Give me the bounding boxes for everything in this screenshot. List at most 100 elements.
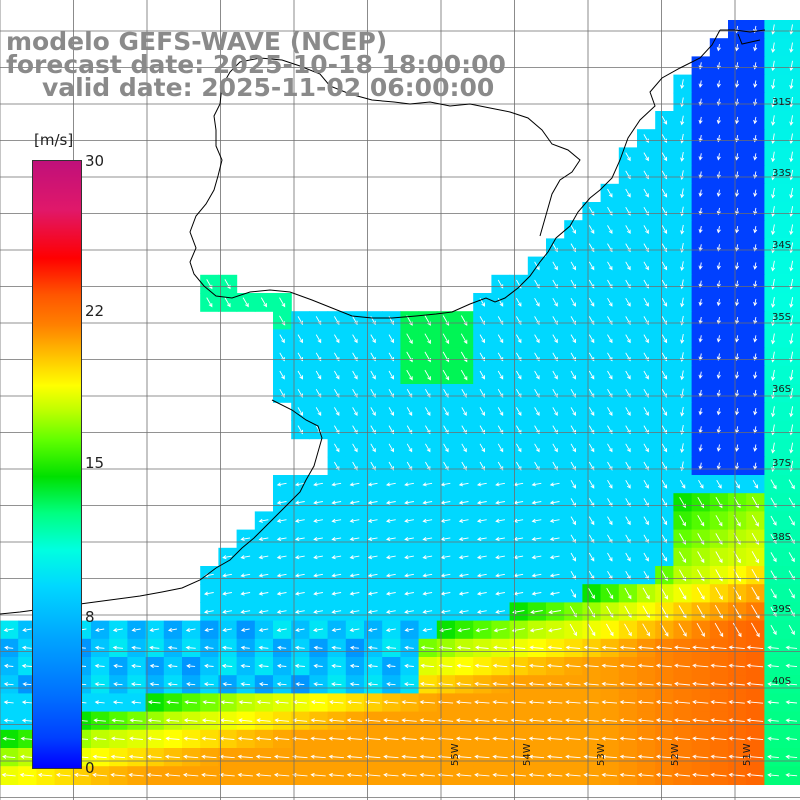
wind-arrow: [570, 479, 576, 489]
wind-arrow: [401, 736, 417, 741]
wind-arrow: [404, 555, 414, 560]
wind-arrow: [456, 645, 471, 650]
wind-arrow: [753, 280, 758, 289]
wind-arrow: [601, 681, 618, 686]
wind-arrow: [295, 627, 305, 633]
wind-speed-cell: [782, 493, 800, 512]
wind-arrow: [637, 699, 654, 705]
wind-arrow: [552, 261, 558, 271]
wind-arrow: [789, 115, 794, 126]
wind-arrow: [771, 60, 776, 72]
wind-arrow: [110, 754, 126, 759]
wind-arrow: [370, 370, 376, 380]
wind-arrow: [422, 536, 433, 542]
wind-arrow: [643, 152, 649, 162]
wind-arrow: [680, 188, 685, 199]
wind-arrow: [182, 772, 199, 777]
wind-arrow: [753, 226, 758, 234]
wind-arrow: [753, 317, 758, 325]
wind-arrow: [334, 443, 340, 453]
wind-arrow: [276, 591, 287, 596]
wind-arrow: [771, 260, 776, 272]
wind-arrow: [552, 443, 558, 453]
wind-arrow: [185, 627, 196, 633]
wind-arrow: [331, 663, 342, 668]
wind-arrow: [565, 772, 581, 777]
wind-arrow: [696, 622, 705, 638]
wind-arrow: [698, 479, 704, 489]
wind-arrow: [479, 407, 485, 417]
wind-arrow: [771, 24, 776, 35]
wind-arrow: [625, 443, 631, 453]
wind-arrow: [256, 718, 271, 723]
wind-arrow: [587, 623, 596, 637]
wind-arrow: [367, 573, 378, 578]
wind-arrow: [785, 681, 798, 687]
wind-arrow: [767, 663, 779, 668]
wind-arrow: [458, 609, 469, 614]
wind-arrow: [643, 334, 649, 344]
wind-arrow: [349, 591, 360, 596]
wind-arrow: [167, 682, 178, 687]
wind-arrow: [438, 645, 453, 650]
wind-arrow: [149, 645, 160, 650]
wind-arrow: [349, 609, 360, 614]
wind-arrow: [276, 627, 287, 633]
wind-arrow: [637, 681, 654, 686]
wind-arrow: [770, 552, 777, 563]
wind-arrow: [475, 645, 489, 650]
wind-arrow: [746, 754, 764, 759]
wind-arrow: [279, 334, 285, 344]
wind-arrow: [643, 516, 649, 526]
coastline: [189, 29, 721, 319]
wind-arrow: [643, 188, 649, 198]
wind-arrow: [294, 573, 305, 578]
wind-arrow: [680, 79, 685, 90]
wind-arrow: [637, 754, 654, 759]
wind-arrow: [492, 754, 508, 759]
wind-arrow: [753, 298, 758, 307]
wind-arrow: [692, 681, 709, 686]
wind-arrow: [565, 718, 581, 723]
wind-arrow: [771, 297, 776, 308]
wind-arrow: [510, 754, 526, 759]
wind-arrow: [294, 555, 305, 560]
wind-arrow: [692, 663, 709, 668]
wind-arrow: [328, 718, 344, 723]
wind-arrow: [643, 370, 649, 380]
wind-arrow: [771, 78, 776, 90]
wind-arrow: [165, 736, 180, 741]
wind-arrow: [588, 516, 595, 526]
wind-arrow: [789, 369, 794, 381]
wind-arrow: [698, 298, 703, 307]
wind-arrow: [492, 736, 508, 741]
wind-arrow: [422, 555, 433, 560]
wind-arrow: [331, 609, 342, 614]
wind-arrow: [789, 406, 794, 418]
wind-arrow: [692, 699, 709, 705]
wind-arrow: [456, 663, 471, 668]
wind-arrow: [476, 518, 487, 523]
wind-speed-cell: [782, 529, 800, 549]
wind-arrow: [492, 663, 508, 668]
wind-arrow: [606, 587, 614, 600]
wind-arrow: [692, 754, 709, 759]
wind-arrow: [256, 700, 271, 705]
wind-arrow: [131, 627, 141, 632]
wind-arrow: [619, 772, 636, 777]
wind-arrow: [367, 591, 378, 596]
wind-arrow: [570, 589, 576, 599]
wind-arrow: [128, 754, 144, 759]
colorbar-tick-22: 22: [85, 302, 105, 320]
wind-arrow: [474, 772, 490, 777]
wind-arrow: [767, 772, 779, 778]
wind-arrow: [3, 627, 14, 633]
wind-arrow: [601, 663, 618, 668]
wind-arrow: [643, 261, 649, 271]
wind-arrow: [294, 500, 305, 505]
wind-arrow: [698, 317, 703, 325]
wind-arrow: [531, 536, 542, 542]
wind-arrow: [349, 682, 360, 687]
wind-arrow: [294, 482, 305, 487]
wind-arrow: [570, 297, 576, 307]
